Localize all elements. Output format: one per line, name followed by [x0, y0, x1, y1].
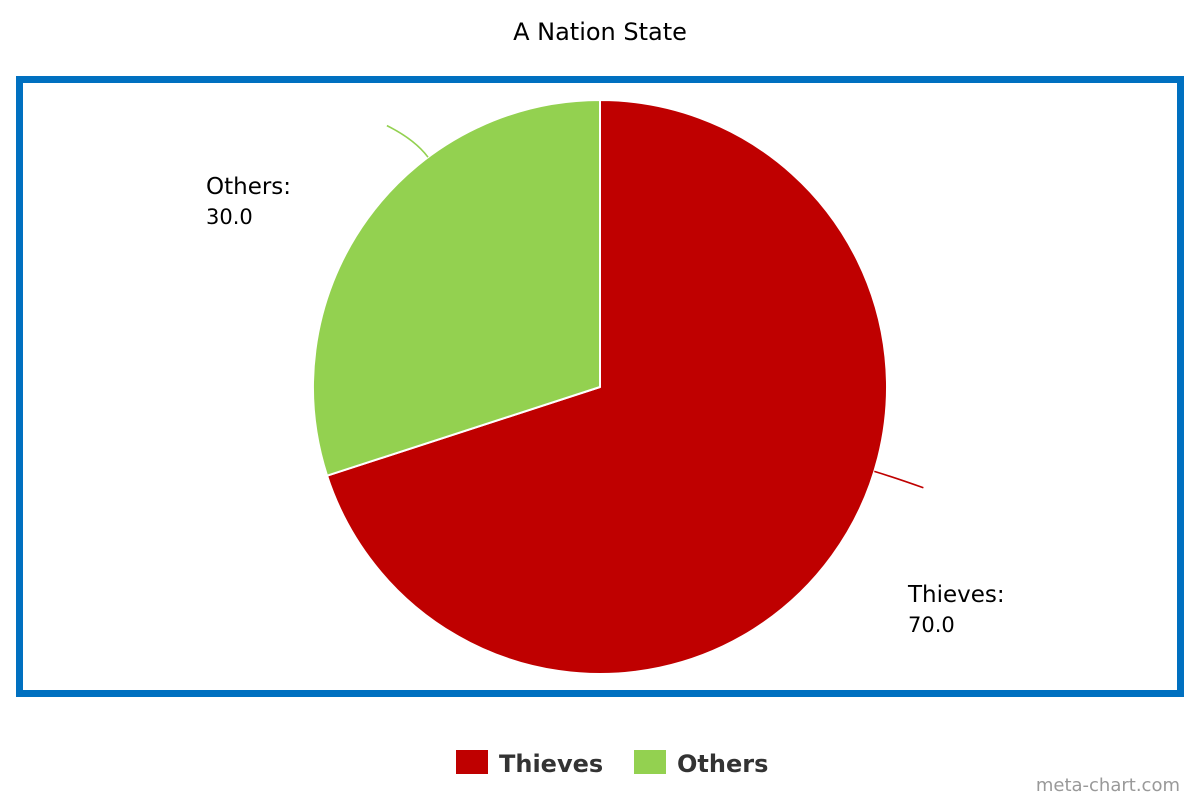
slice-label-others-value: 30.0	[206, 205, 253, 229]
legend-item-thieves[interactable]: Thieves	[456, 750, 603, 778]
pie-leader-lines	[386, 124, 924, 489]
legend-label-thieves: Thieves	[499, 750, 603, 778]
slice-label-others: Others: 30.0	[206, 174, 291, 229]
credit-link[interactable]: meta-chart.com	[1036, 775, 1180, 796]
leader-line-thieves	[874, 470, 924, 489]
legend-swatch-others	[634, 750, 666, 774]
legend-swatch-thieves	[456, 750, 488, 774]
slice-label-thieves-value: 70.0	[908, 613, 955, 637]
leader-line-others	[386, 124, 429, 158]
slice-label-others-name: Others:	[206, 174, 291, 200]
pie-slice-others[interactable]	[312, 99, 601, 477]
chart-title: A Nation State	[513, 18, 687, 46]
legend-label-others: Others	[677, 750, 768, 778]
legend: Thieves Others	[456, 750, 768, 778]
pie-slice-thieves[interactable]	[326, 99, 888, 675]
slice-label-thieves: Thieves: 70.0	[907, 582, 1005, 637]
slice-label-thieves-name: Thieves:	[907, 582, 1005, 608]
legend-item-others[interactable]: Others	[634, 750, 768, 778]
pie-slices	[312, 99, 888, 675]
